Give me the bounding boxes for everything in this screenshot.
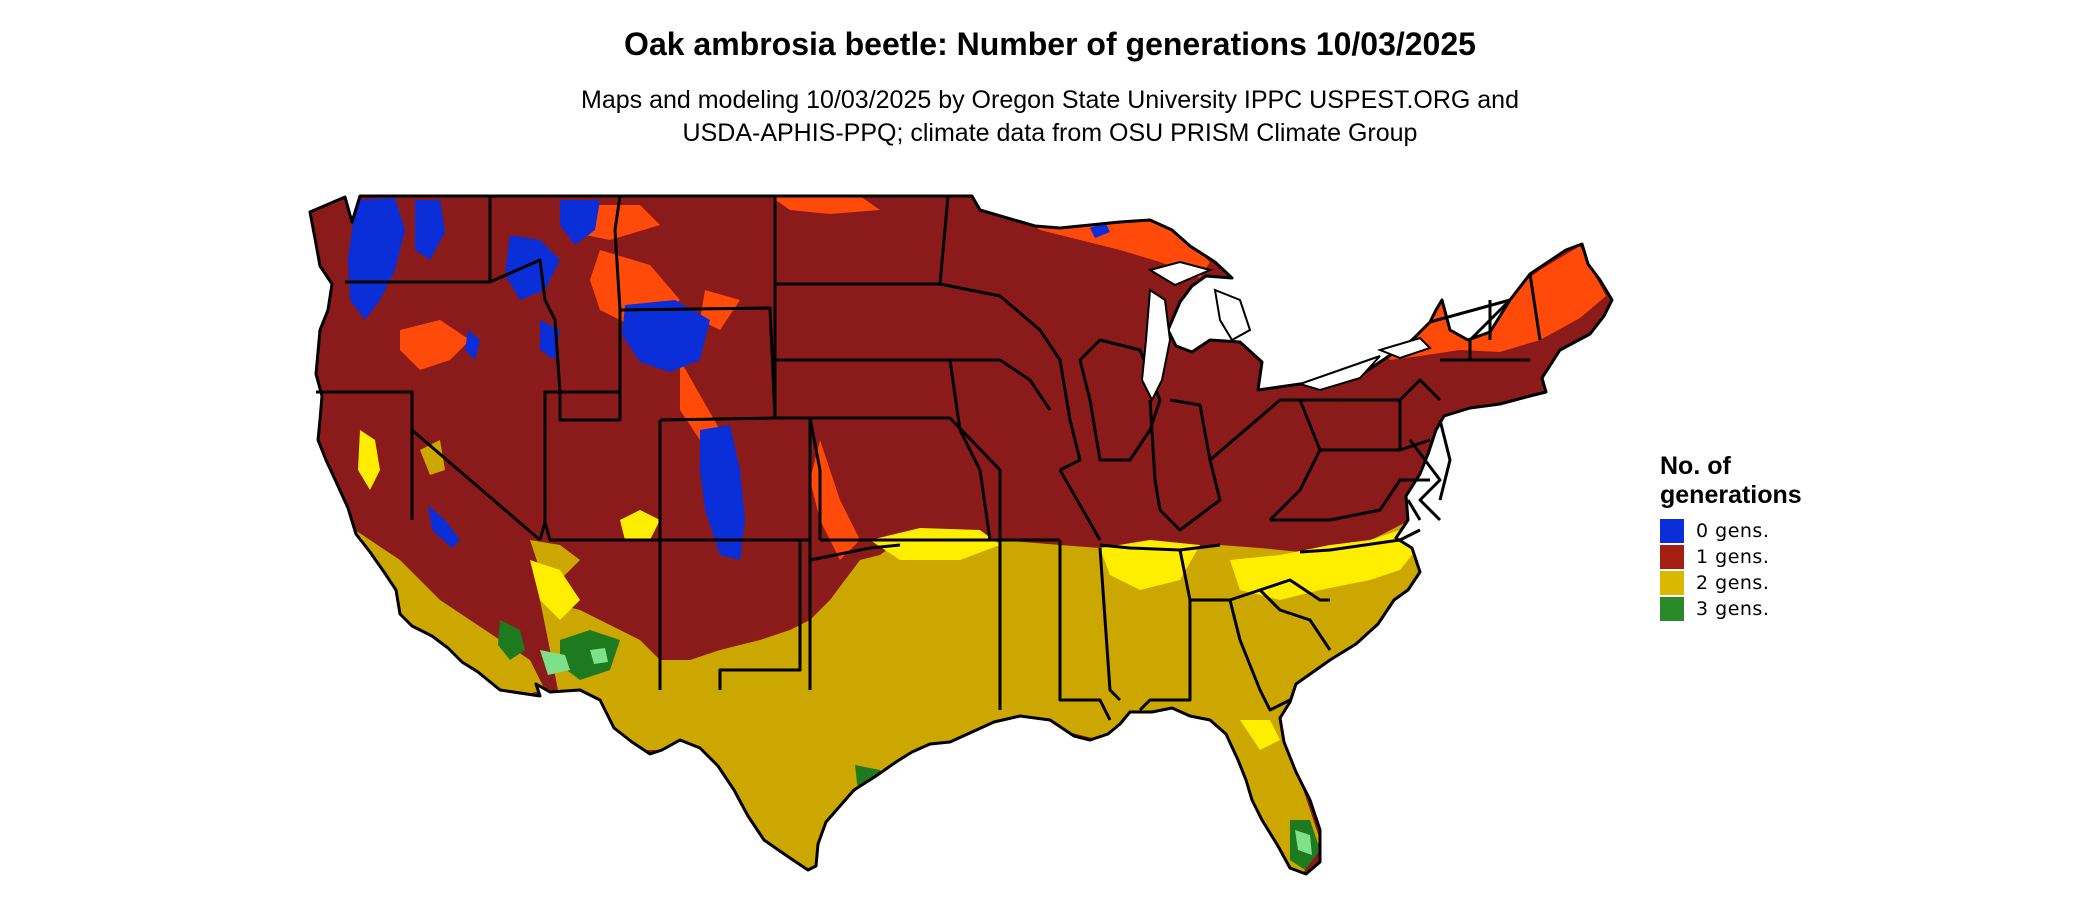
legend-swatch-0-gens (1660, 519, 1684, 543)
legend-label: 3 gens. (1696, 598, 1770, 620)
legend-label: 1 gens. (1696, 546, 1770, 568)
legend-swatch-3-gens (1660, 597, 1684, 621)
legend-item: 0 gens. (1660, 518, 1860, 544)
legend-title: No. of generations (1660, 452, 1802, 509)
legend-item: 1 gens. (1660, 544, 1860, 570)
map-subtitle: Maps and modeling 10/03/2025 by Oregon S… (0, 84, 2100, 150)
subtitle-line-2: USDA-APHIS-PPQ; climate data from OSU PR… (682, 119, 1418, 147)
legend-swatch-1-gens (1660, 545, 1684, 569)
legend-list: 0 gens. 1 gens. 2 gens. 3 gens. (1660, 518, 1860, 622)
subtitle-line-1: Maps and modeling 10/03/2025 by Oregon S… (581, 86, 1519, 114)
map-title: Oak ambrosia beetle: Number of generatio… (624, 26, 1476, 62)
legend-swatch-2-gens (1660, 571, 1684, 595)
legend-label: 0 gens. (1696, 520, 1770, 542)
legend: No. of generations 0 gens. 1 gens. 2 gen… (1660, 452, 1860, 622)
us-generations-map (308, 194, 1614, 876)
legend-item: 3 gens. (1660, 596, 1860, 622)
legend-label: 2 gens. (1696, 572, 1770, 594)
legend-item: 2 gens. (1660, 570, 1860, 596)
